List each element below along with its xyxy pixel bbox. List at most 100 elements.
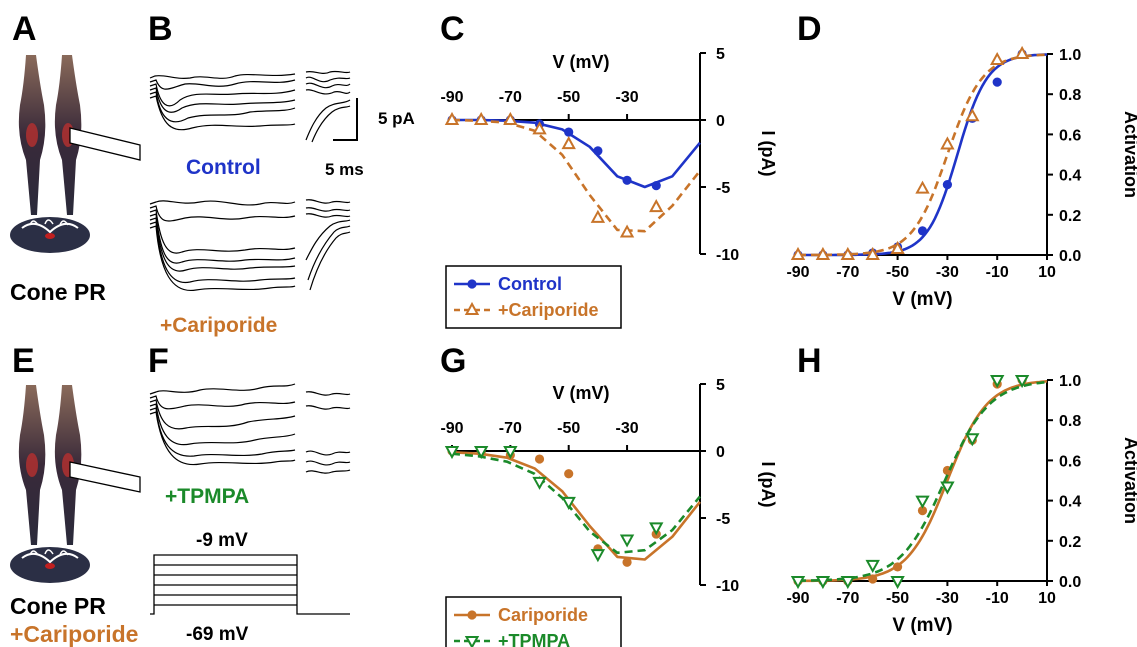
x-axis-label: V (mV) bbox=[552, 52, 609, 72]
legend-marker bbox=[467, 610, 477, 620]
data-point bbox=[503, 111, 518, 125]
data-point bbox=[915, 495, 930, 509]
series-1 bbox=[790, 45, 1048, 260]
x-tick-label: -30 bbox=[615, 89, 638, 106]
data-point bbox=[473, 111, 489, 125]
fit-line bbox=[798, 53, 1048, 257]
data-point bbox=[590, 549, 606, 563]
scale-current-label: 5 pA bbox=[378, 109, 415, 128]
legend-marker bbox=[464, 636, 480, 647]
panel-label-e: E bbox=[12, 342, 35, 380]
cone-label-top: Cone PR bbox=[10, 279, 106, 305]
data-point bbox=[651, 181, 661, 191]
data-point bbox=[473, 446, 489, 460]
data-point bbox=[444, 111, 460, 125]
data-point bbox=[1014, 45, 1030, 59]
data-point bbox=[840, 246, 855, 260]
panel-label-a: A bbox=[12, 10, 37, 48]
tpmpa-current-traces bbox=[149, 383, 351, 474]
cone-pair-illustration-bottom bbox=[10, 385, 141, 583]
data-point bbox=[622, 557, 632, 567]
panel-label-h: H bbox=[797, 342, 822, 380]
y-tick-label: 0.2 bbox=[1059, 534, 1081, 551]
control-label: Control bbox=[186, 156, 261, 179]
series-1 bbox=[444, 111, 701, 238]
scale-bar bbox=[333, 98, 358, 141]
y-tick-label: -5 bbox=[716, 511, 730, 528]
data-point bbox=[790, 246, 806, 260]
x-tick-label: -10 bbox=[986, 590, 1009, 607]
tpmpa-trace-label: +TPMPA bbox=[165, 485, 249, 508]
cone-drug-label-bottom: +Cariporide bbox=[10, 621, 138, 647]
y-tick-label: 0.2 bbox=[1059, 208, 1081, 225]
data-point bbox=[561, 136, 576, 150]
y-tick-label: 5 bbox=[716, 377, 725, 394]
x-tick-label: -70 bbox=[836, 590, 859, 607]
data-point bbox=[532, 121, 547, 135]
data-point bbox=[893, 562, 903, 572]
data-point bbox=[503, 446, 518, 460]
x-tick-label: -90 bbox=[440, 89, 463, 106]
x-tick-label: 10 bbox=[1038, 264, 1056, 281]
data-point bbox=[444, 446, 460, 460]
y-tick-label: 5 bbox=[716, 46, 725, 63]
y-tick-label: 0.8 bbox=[1059, 413, 1081, 430]
y-tick-label: 0.6 bbox=[1059, 127, 1081, 144]
y-tick-label: -5 bbox=[716, 180, 730, 197]
x-tick-label: -50 bbox=[886, 590, 909, 607]
y-tick-label: 0 bbox=[716, 113, 725, 130]
data-point bbox=[990, 375, 1005, 389]
data-point bbox=[564, 469, 574, 479]
y-axis-label: Activation bbox=[1121, 111, 1137, 198]
y-axis-label: I (pA) bbox=[758, 131, 778, 177]
chart-h-activation: -90 -70 -50 -30 -10 100.0 0.2 0.4 0.6 0.8 1.0 V (mV… bbox=[786, 373, 1137, 636]
series-0 bbox=[793, 375, 1048, 586]
data-point bbox=[890, 576, 905, 590]
data-point bbox=[622, 175, 632, 185]
x-tick-label: -70 bbox=[836, 264, 859, 281]
legend-label: Control bbox=[498, 274, 562, 294]
legend: Control +Cariporide bbox=[445, 265, 622, 329]
data-point bbox=[990, 51, 1005, 66]
y-tick-label: 0.0 bbox=[1059, 248, 1081, 265]
panel-label-c: C bbox=[440, 10, 465, 48]
panel-label-g: G bbox=[440, 342, 466, 380]
data-point bbox=[942, 180, 953, 190]
x-tick-label: -50 bbox=[557, 89, 580, 106]
series-0 bbox=[447, 115, 701, 191]
y-tick-label: -10 bbox=[716, 247, 739, 264]
x-tick-label: -10 bbox=[986, 264, 1009, 281]
data-point bbox=[564, 127, 574, 137]
panel-label-f: F bbox=[148, 342, 169, 380]
axes bbox=[451, 383, 706, 586]
y-tick-label: 0 bbox=[716, 444, 725, 461]
data-point bbox=[619, 224, 635, 238]
data-point bbox=[940, 136, 955, 150]
y-tick-label: 0.4 bbox=[1059, 494, 1081, 511]
x-axis-label: V (mV) bbox=[892, 615, 952, 636]
x-tick-label: -50 bbox=[557, 420, 580, 437]
data-point bbox=[619, 534, 635, 548]
series-1 bbox=[790, 375, 1048, 590]
fit-line bbox=[452, 118, 701, 189]
chart-c-iv-curve: -90 -70 -50 -30 5 0 -5 -10 V (mV) I (pA) Control +C… bbox=[440, 46, 778, 329]
data-point bbox=[890, 240, 905, 254]
axes bbox=[797, 379, 1053, 586]
x-tick-label: -50 bbox=[886, 264, 909, 281]
step-bottom-label: -69 mV bbox=[186, 624, 249, 645]
cone-label-bottom: Cone PR bbox=[10, 593, 106, 619]
x-tick-label: -30 bbox=[615, 420, 638, 437]
fit-line bbox=[451, 452, 701, 555]
data-point bbox=[815, 246, 831, 260]
legend-marker bbox=[464, 301, 480, 315]
fit-line bbox=[798, 380, 1048, 582]
series-0 bbox=[793, 49, 1048, 260]
data-point bbox=[917, 506, 928, 516]
x-tick-label: -90 bbox=[786, 590, 809, 607]
y-tick-label: -10 bbox=[716, 578, 739, 595]
data-point bbox=[865, 246, 880, 260]
legend-marker bbox=[467, 279, 477, 289]
x-axis-label: V (mV) bbox=[892, 289, 952, 310]
x-tick-label: -70 bbox=[499, 89, 522, 106]
data-point bbox=[865, 559, 880, 573]
